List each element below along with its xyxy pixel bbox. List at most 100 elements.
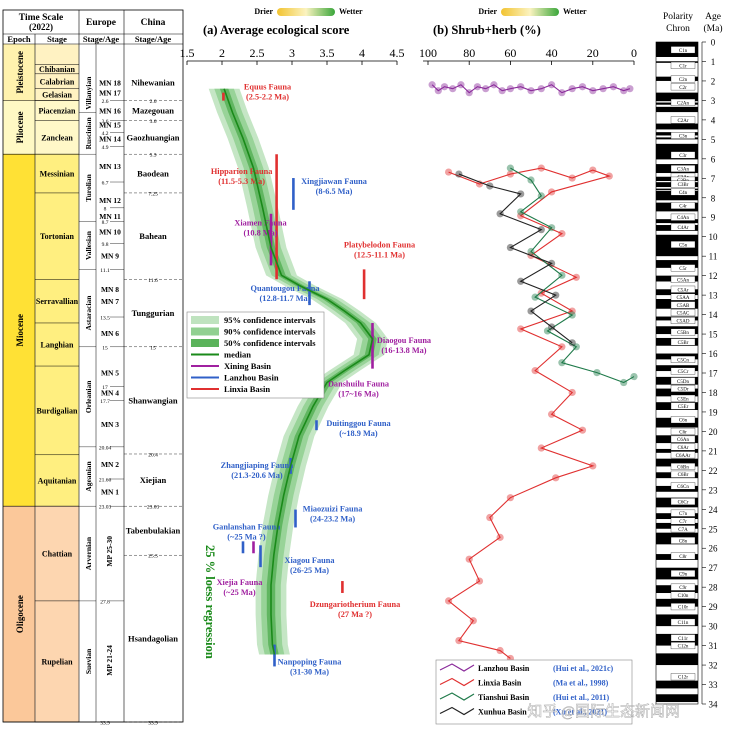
fauna-range: (12.5-11.1 Ma) xyxy=(354,251,405,260)
chron-label-box xyxy=(670,642,696,650)
china-stage-label: Tabenbulakian xyxy=(126,526,181,536)
confidence-band xyxy=(208,88,388,655)
chron-label-box xyxy=(670,416,696,424)
chron-label-box xyxy=(670,83,696,91)
age-tick-label: 22 xyxy=(709,466,718,476)
europe-tick-label: 6.7 xyxy=(102,181,109,187)
europe-tick-label: 11.1 xyxy=(100,268,110,274)
chron-label-box xyxy=(670,75,696,83)
fauna-range: (24-23.2 Ma) xyxy=(310,515,355,524)
chron-label: C6r xyxy=(679,430,687,435)
chron-label-box xyxy=(670,46,696,54)
age-tick-label: 18 xyxy=(709,388,719,398)
chron-label-box xyxy=(670,509,696,517)
age-tick-label: 7 xyxy=(711,174,716,184)
timescale-table: Time Scale (2022) Europe China Epoch Sta… xyxy=(2,9,184,727)
age-tick-label: 3 xyxy=(711,96,716,106)
chron-label-box xyxy=(670,301,696,309)
chron-label: C9r xyxy=(679,586,687,591)
series-line xyxy=(447,167,612,659)
age-tick-label: 32 xyxy=(709,661,718,671)
panel-b-series xyxy=(428,81,638,663)
china-stage-label: Hsandagolian xyxy=(128,634,178,644)
age-tick-label: 5 xyxy=(711,135,716,145)
fauna-range: (16-13.8 Ma) xyxy=(381,346,426,355)
europe-age-label: Turolian xyxy=(84,173,93,201)
fauna-name: Nanpoping Fauna xyxy=(278,657,343,666)
europe-age-label: Vallesian xyxy=(84,230,93,260)
europe-tick-label: 21.66 xyxy=(99,478,112,484)
normal-polarity-interval xyxy=(656,388,698,397)
chron-label: C3n xyxy=(679,134,688,139)
age-tick-label: 0 xyxy=(711,38,716,48)
chron-label-box xyxy=(670,355,696,363)
x-tick-label: 4 xyxy=(359,46,365,60)
normal-polarity-interval xyxy=(656,92,698,102)
stage-cell xyxy=(35,506,79,601)
europe-tick-label: 3.6 xyxy=(102,119,109,125)
chron-label-box xyxy=(670,591,696,599)
chron-label: C10n xyxy=(678,594,689,599)
chron-label-box xyxy=(670,264,696,272)
chron-label: C5AD xyxy=(676,319,689,324)
mp-zone-label: MP 25-30 xyxy=(105,536,114,567)
fauna-name: Miaozuizi Fauna xyxy=(303,505,364,514)
europe-age-label: Arvernian xyxy=(84,536,93,570)
age-tick-label: 19 xyxy=(709,407,719,417)
chron-label-box xyxy=(670,583,696,591)
stage-label: Burdigalian xyxy=(37,406,78,415)
chron-label-box xyxy=(670,98,696,106)
chron-label: C9n xyxy=(679,573,688,578)
panel-b: (b) Shrub+herb (%) Drier Wetter 100 80 60 4… xyxy=(419,7,638,725)
chron-label: C2n xyxy=(679,78,688,83)
age-tick-label: 11 xyxy=(709,252,718,262)
chron-label-box xyxy=(670,367,696,375)
stage-label: Messinian xyxy=(40,170,75,179)
panel-b-drier-label: Drier xyxy=(478,7,497,16)
stage-label: Gelasian xyxy=(42,91,72,100)
age-tick-label: 17 xyxy=(709,369,719,379)
timescale-content: Pleistocene Pliocene Miocene Oligocene Chiba… xyxy=(3,51,183,727)
normal-polarity-interval xyxy=(656,123,698,130)
age-tick-label: 30 xyxy=(709,622,719,632)
chron-label-box xyxy=(670,470,696,478)
chron-label-box xyxy=(670,316,696,324)
china-tick-label: 23.03 xyxy=(147,505,160,511)
chron-label-box xyxy=(670,132,696,139)
europe-tick-label: 9.8 xyxy=(102,242,109,248)
europe-age-label: Suevian xyxy=(84,648,93,674)
europe-tick-label: 20.04 xyxy=(99,445,112,451)
chron-label: C5Dr xyxy=(677,388,688,393)
loess-annotation: 25 % loess regression xyxy=(203,545,217,659)
fauna-range: (17~16 Ma) xyxy=(338,389,379,398)
legend-label: 90% confidence intervals xyxy=(224,327,316,337)
age-tick-label: 2 xyxy=(711,76,716,86)
legend-swatch xyxy=(191,339,219,347)
panel-a-faunas: Equus Fauna(2.5-2.2 Ma)Hipparion Fauna(1… xyxy=(211,83,432,677)
mn-zone-label: MN 7 xyxy=(101,297,119,306)
x-tick-label: 60 xyxy=(504,46,516,60)
stage-cell xyxy=(35,88,79,101)
normal-polarity-interval xyxy=(656,680,698,689)
epoch-cell xyxy=(3,154,36,507)
china-stage-label: Tunggurian xyxy=(132,308,175,318)
chron-label-box xyxy=(670,309,696,317)
chron-label-box xyxy=(670,377,696,385)
fauna-name: Zhangjiaping Fauna xyxy=(221,461,294,470)
chron-label-box xyxy=(670,285,696,293)
chron-label-box xyxy=(670,188,696,196)
legend-ref: (Hui et al., 2021c) xyxy=(553,664,614,673)
chron-label-box xyxy=(670,180,696,188)
epoch-header: Epoch xyxy=(7,34,30,44)
mn-zone-label: MN 16 xyxy=(99,107,121,116)
age-ticks: 0123456789101112131415161718192021222324… xyxy=(702,38,718,710)
china-tick-label: 15 xyxy=(150,345,156,351)
chron-label: C5Er xyxy=(678,405,689,410)
chron-label: C5AC xyxy=(677,312,690,317)
legend-label: Xining Basin xyxy=(224,361,271,371)
legend-swatch xyxy=(191,316,219,324)
panel-a-wetter-label: Wetter xyxy=(339,7,363,16)
chron-label: C7r xyxy=(679,520,687,525)
fauna-name: Platybelodon Fauna xyxy=(344,241,416,250)
fauna-name: Xiamen Fauna xyxy=(234,219,287,228)
